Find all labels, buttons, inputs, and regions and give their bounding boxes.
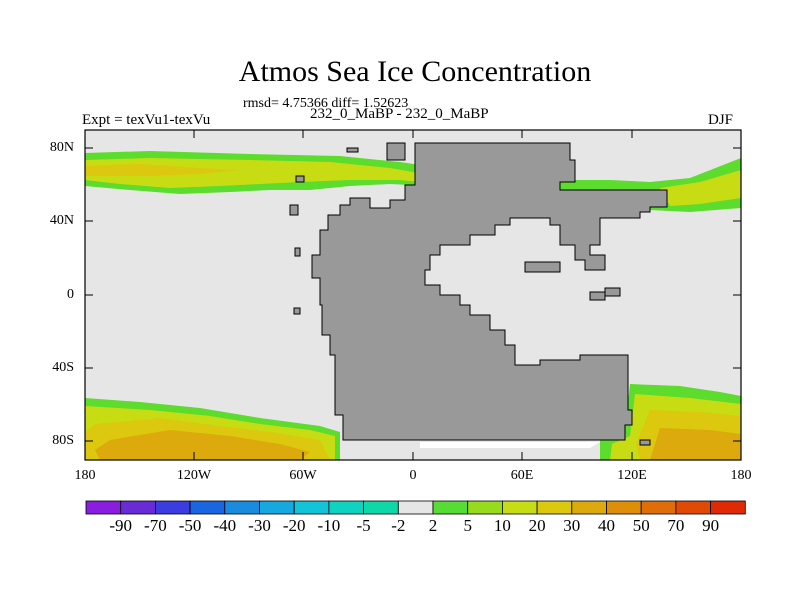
colorbar-box (467, 500, 503, 515)
colorbar-tick-label: 5 (463, 516, 472, 535)
lat-label-40s: 40S (52, 360, 74, 375)
colorbar-tick-label: -2 (391, 516, 406, 535)
colorbar-box (259, 500, 295, 515)
land-mass (311, 142, 668, 441)
colorbar-box (710, 500, 746, 515)
lon-label-60w: 60W (289, 468, 317, 483)
colorbar-box (501, 500, 538, 515)
land-island (639, 439, 651, 446)
colorbar-tick-label: -30 (248, 516, 271, 535)
land-island (346, 147, 359, 153)
colorbar-box (640, 500, 677, 515)
land-island (295, 175, 305, 183)
colorbar-tick-label: 20 (528, 516, 546, 535)
land-island (524, 261, 561, 273)
land-island (604, 287, 621, 297)
rmsd-diff-subtitle: rmsd= 4.75366 diff= 1.52623 (243, 96, 409, 111)
colorbar-box (120, 500, 156, 515)
colorbar-box (154, 500, 191, 515)
lon-ticks (84, 130, 742, 460)
north-ice-band-inner (85, 158, 470, 188)
land-island (293, 307, 301, 315)
lon-label-120w: 120W (176, 468, 212, 483)
colorbar-tick-label: -20 (282, 516, 306, 535)
colorbar (85, 500, 746, 515)
colorbar-box (189, 500, 226, 515)
colorbar-box (571, 500, 607, 515)
lat-ticks (85, 147, 741, 442)
lat-label-80n: 80N (49, 140, 74, 155)
experiment-label: Expt = texVu1-texVu (82, 112, 211, 128)
colorbar-box (606, 500, 642, 515)
colorbar-tick-label: 2 (428, 516, 438, 535)
colorbar-box (85, 500, 122, 515)
colorbar-box (328, 500, 364, 515)
colorbar-tick-label: -90 (109, 516, 133, 535)
lon-label-180w: 180 (74, 468, 96, 483)
colorbar-tick-label: -10 (317, 516, 341, 535)
land-island (589, 291, 606, 301)
colorbar-box (293, 500, 330, 515)
period-label: 232_0_MaBP - 232_0_MaBP (310, 106, 489, 122)
colorbar-tick-label: 50 (632, 516, 650, 535)
land-island (294, 247, 301, 257)
colorbar-box (224, 500, 260, 515)
colorbar-tick-label: -50 (178, 516, 202, 535)
colorbar-box (536, 500, 573, 515)
colorbar-tick-label: 30 (563, 516, 581, 535)
plot-title: Atmos Sea Ice Concentration (238, 55, 592, 88)
colorbar-tick-label: -5 (356, 516, 371, 535)
colorbar-tick-label: 90 (702, 516, 720, 535)
colorbar-tick-label: 10 (493, 516, 511, 535)
lon-label-180e: 180 (730, 468, 752, 483)
lon-label-60e: 60E (510, 468, 534, 483)
colorbar-tick-label: 70 (667, 516, 685, 535)
colorbar-box (432, 500, 469, 515)
lat-label-80s: 80S (52, 433, 74, 448)
near-zero-strip (420, 442, 600, 448)
lon-label-120e: 120E (617, 468, 647, 483)
colorbar-tick-label: 40 (598, 516, 615, 535)
south-ice-band-max (95, 430, 310, 460)
colorbar-box (397, 500, 434, 515)
lat-label-0: 0 (67, 287, 74, 302)
lon-label-0: 0 (409, 468, 417, 483)
colorbar-tick-label: -40 (213, 516, 237, 535)
land-island (289, 204, 299, 216)
land-island (386, 142, 406, 161)
lat-label-40n: 40N (49, 213, 74, 228)
colorbar-box (675, 500, 712, 515)
colorbar-tick-label: -70 (144, 516, 167, 535)
colorbar-box (363, 500, 399, 515)
season-label: DJF (708, 112, 734, 128)
north-ice-band-core (85, 164, 240, 176)
